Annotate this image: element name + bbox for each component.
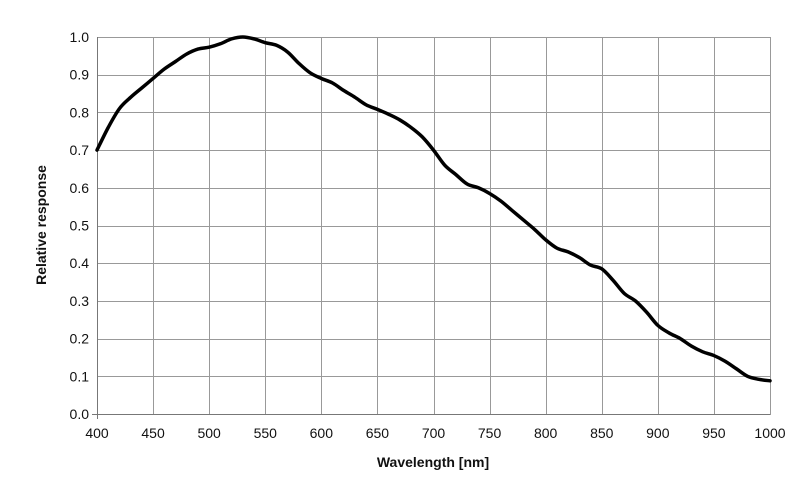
x-tick-label: 750	[478, 425, 502, 441]
y-tick-label: 0.5	[70, 218, 90, 234]
y-tick-label: 0.7	[70, 142, 90, 158]
x-axis-title: Wavelength [nm]	[377, 454, 489, 470]
x-tick-label: 950	[702, 425, 726, 441]
tick-labels: 400 450 500 550 600 650 700 750 800 850 900 950 1000…	[70, 29, 786, 441]
y-axis-title: Relative response	[33, 165, 49, 285]
x-tick-label: 400	[85, 425, 109, 441]
y-tick-label: 0.3	[70, 293, 90, 309]
x-tick-label: 450	[141, 425, 165, 441]
x-tick-label: 500	[197, 425, 221, 441]
x-tick-label: 800	[534, 425, 558, 441]
x-tick-label: 700	[422, 425, 446, 441]
y-tick-label: 0.9	[70, 67, 90, 83]
response-curve	[95, 35, 772, 383]
y-tick-label: 0.0	[70, 406, 90, 422]
x-tick-label: 600	[310, 425, 334, 441]
x-tick-label: 550	[254, 425, 278, 441]
y-tick-label: 0.2	[70, 331, 90, 347]
x-tick-label: 850	[590, 425, 614, 441]
plot-frame	[92, 37, 771, 419]
y-tick-label: 0.1	[70, 368, 90, 384]
x-tick-label: 650	[366, 425, 390, 441]
x-tick-label: 1000	[754, 425, 785, 441]
y-tick-label: 0.6	[70, 180, 90, 196]
y-tick-label: 1.0	[70, 29, 90, 45]
series-group	[95, 35, 772, 383]
grid	[97, 37, 771, 415]
x-tick-label: 900	[646, 425, 670, 441]
y-tick-label: 0.4	[70, 255, 90, 271]
y-tick-label: 0.8	[70, 104, 90, 120]
